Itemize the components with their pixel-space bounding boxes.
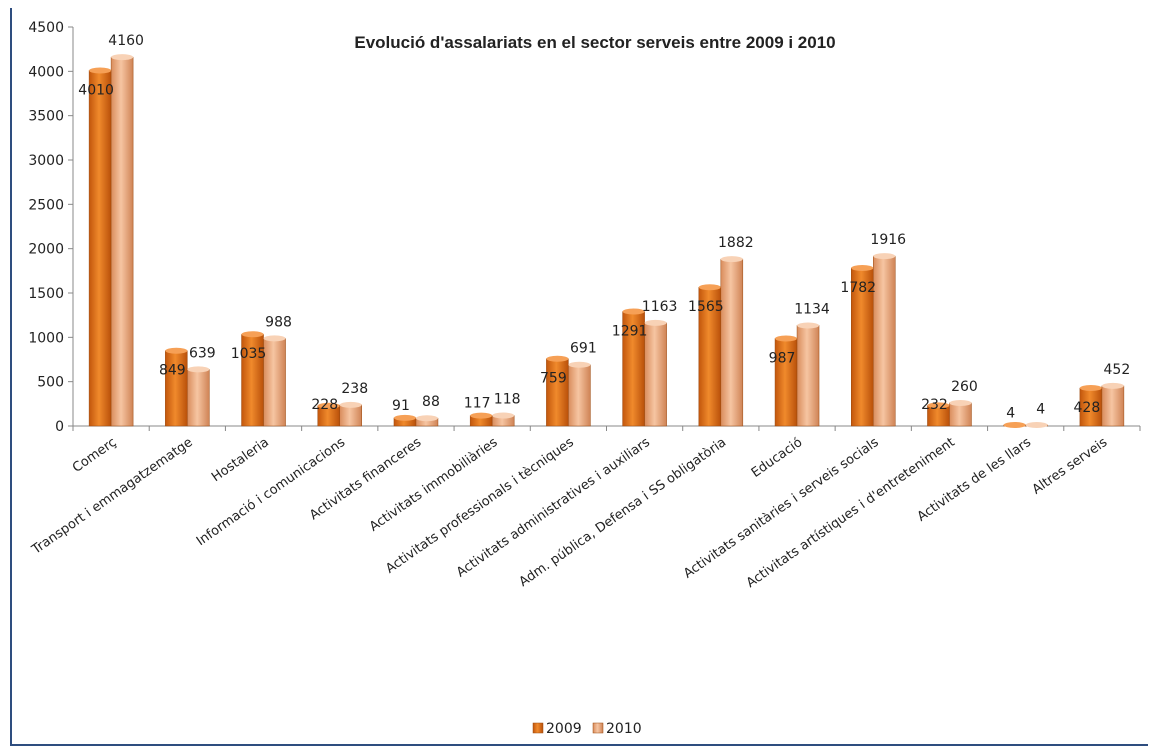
legend-label-2010: 2010 [606,721,642,737]
bar-top-2009 [241,331,264,338]
legend-swatch-2009 [532,722,544,734]
data-label-2009: 428 [1074,400,1101,416]
bar-top-2010 [797,322,820,329]
data-label-2010: 1134 [794,301,830,317]
data-label-2009: 232 [921,397,948,413]
legend-swatch-2010 [592,722,604,734]
data-label-2010: 1163 [642,299,678,315]
bar-top-2009 [1003,422,1026,428]
bar-2010 [1101,385,1125,427]
data-label-2009: 4010 [78,82,114,98]
data-label-2009: 849 [159,363,186,379]
data-label-2009: 759 [540,371,567,387]
data-label-2009: 228 [311,397,338,413]
chart-title: Evolució d'assalariats en el sector serv… [354,33,835,52]
bar-2010 [339,404,362,427]
bar-2010 [873,255,896,427]
bar-2010 [568,364,591,427]
bar-2010 [949,402,972,427]
y-tick-label: 2500 [28,197,64,213]
bar-top-2009 [470,412,493,419]
bar-top-2009 [546,355,569,362]
y-tick-label: 0 [55,419,64,435]
data-label-2009: 91 [392,398,410,414]
bar-top-2010 [568,361,591,368]
bar-top-2010 [1025,422,1048,428]
x-axis [72,425,1141,431]
chart-frame [10,8,1148,746]
y-tick-label: 1000 [28,330,64,346]
bar-top-2009 [851,264,874,271]
data-label-2009: 4 [1006,406,1015,422]
data-label-2010: 452 [1104,362,1131,378]
y-tick-label: 1500 [28,286,64,302]
data-label-2009: 117 [464,396,491,412]
y-tick-label: 4000 [28,64,64,80]
data-label-2010: 1882 [718,235,754,251]
data-label-2010: 691 [570,341,597,357]
bar-top-2009 [165,347,188,354]
bar-2009 [88,70,112,427]
category-label: Educació [749,435,806,481]
y-axis: 0 500 1000 1500 2000 2500 3000 3500 4000 4500 [28,20,74,435]
y-tick-label: 2000 [28,242,64,258]
bar-top-2010 [187,366,210,373]
bar-top-2010 [720,256,743,263]
y-tick-label: 3500 [28,109,64,125]
y-tick-label: 3000 [28,153,64,169]
bar-top-2009 [927,402,950,409]
bar-2010 [796,325,820,427]
legend-label-2009: 2009 [546,721,582,737]
bar-top-2009 [317,402,340,409]
bar-top-2009 [775,335,798,342]
bar-top-2010 [263,335,286,342]
category-label: Comerç [70,435,119,476]
data-label-2009: 1782 [840,280,876,296]
data-label-2010: 988 [265,314,292,330]
data-label-2009: 1565 [688,299,724,315]
bar-top-2009 [393,414,416,421]
bar-top-2010 [949,399,972,406]
data-label-2010: 4160 [108,33,144,49]
bar-top-2009 [698,284,721,291]
bar-top-2010 [644,319,667,326]
bar-2010 [720,258,744,427]
bar-top-2010 [492,412,515,419]
category-label: Transport i emmagatzematge [29,435,196,558]
data-label-2010: 238 [341,381,368,397]
category-label: Activitats immobiliàries [367,435,501,535]
bar-2009 [546,358,569,427]
data-label-2010: 1916 [870,232,906,248]
bar-top-2010 [111,54,134,61]
data-label-2009: 987 [769,350,796,366]
bar-top-2009 [89,67,112,74]
category-label: Hostaleria [209,435,272,485]
bar-top-2010 [339,401,362,408]
bar-top-2010 [1101,382,1124,389]
data-label-2010: 260 [951,379,978,395]
data-label-2010: 4 [1036,402,1045,418]
data-label-2010: 639 [189,345,216,361]
data-label-2010: 118 [494,392,521,408]
data-label-2009: 1035 [231,346,267,362]
bar-top-2010 [415,415,438,422]
bars [88,54,1125,428]
bar-2010 [110,56,134,427]
bar-2010 [644,322,667,427]
legend: 2009 2010 [532,721,642,737]
data-label-2009: 1291 [612,324,648,340]
category-label: Altres serveis [1030,435,1111,498]
data-label-2010: 88 [422,394,440,410]
bar-top-2010 [873,253,896,260]
bar-2010 [187,369,210,427]
bar-top-2009 [1079,385,1102,392]
y-tick-label: 500 [37,375,64,391]
bar-2010 [263,338,286,427]
y-tick-label: 4500 [28,20,64,36]
category-label: Informació i comunicacions [194,435,348,549]
bar-top-2009 [622,308,645,315]
